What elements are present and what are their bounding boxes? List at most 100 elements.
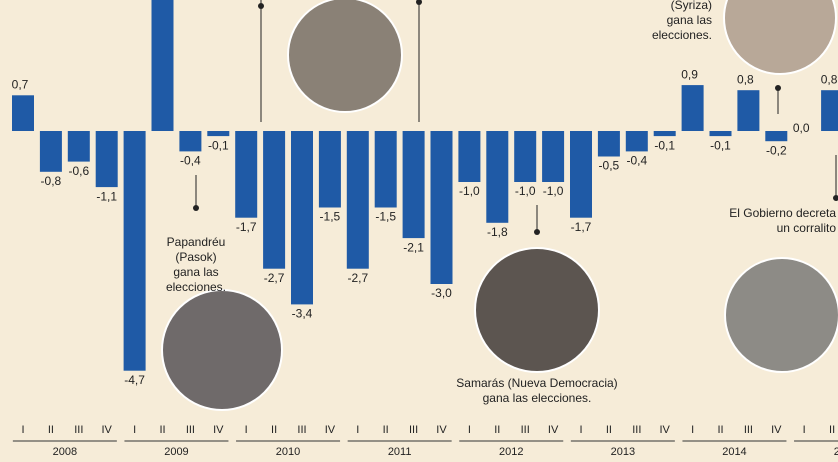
x-tick-label: I bbox=[691, 424, 694, 436]
x-tick-label: IV bbox=[771, 424, 782, 436]
annotation: gana las bbox=[667, 13, 712, 27]
photo bbox=[288, 0, 402, 112]
bar bbox=[235, 131, 257, 218]
bar bbox=[737, 90, 759, 131]
year-label: 2008 bbox=[53, 446, 77, 458]
annotation: un corralito bbox=[777, 221, 837, 235]
bar bbox=[431, 131, 453, 284]
bar bbox=[710, 131, 732, 136]
annotation: Samarás (Nueva Democracia) bbox=[456, 376, 617, 390]
value-label: -0,5 bbox=[599, 159, 620, 173]
bar bbox=[68, 131, 90, 162]
bar bbox=[542, 131, 564, 182]
bar bbox=[319, 131, 341, 208]
x-tick-label: IV bbox=[325, 424, 336, 436]
bar bbox=[654, 131, 676, 136]
bar bbox=[570, 131, 592, 218]
value-label: 0,7 bbox=[12, 77, 29, 91]
value-label: -0,1 bbox=[710, 138, 731, 152]
value-label: -1,7 bbox=[236, 220, 257, 234]
bar bbox=[821, 90, 838, 131]
photo bbox=[475, 248, 599, 372]
bar bbox=[514, 131, 536, 182]
annotation: (Syriza) bbox=[671, 0, 712, 12]
x-tick-label: IV bbox=[101, 424, 112, 436]
x-tick-label: III bbox=[744, 424, 753, 436]
value-label: -0,1 bbox=[654, 138, 675, 152]
bar bbox=[598, 131, 620, 157]
value-label: -1,8 bbox=[487, 225, 508, 239]
photo bbox=[724, 0, 836, 74]
bar bbox=[263, 131, 285, 269]
x-tick-label: III bbox=[409, 424, 418, 436]
value-label: -0,2 bbox=[766, 143, 787, 157]
x-tick-label: II bbox=[271, 424, 277, 436]
year-label: 2014 bbox=[722, 446, 746, 458]
photo bbox=[162, 290, 282, 410]
photo bbox=[725, 258, 838, 372]
annotation: (Pasok) bbox=[175, 250, 216, 264]
value-label: -1,7 bbox=[571, 220, 592, 234]
bar bbox=[375, 131, 397, 208]
bar bbox=[179, 131, 201, 151]
value-label: -1,5 bbox=[375, 210, 396, 224]
annotation: El Gobierno decreta bbox=[729, 206, 836, 220]
bar bbox=[347, 131, 369, 269]
x-tick-label: III bbox=[74, 424, 83, 436]
value-label: -0,1 bbox=[208, 138, 229, 152]
value-label: -1,0 bbox=[459, 184, 480, 198]
value-label: -1,1 bbox=[96, 189, 117, 203]
x-tick-label: I bbox=[245, 424, 248, 436]
value-label: -2,1 bbox=[403, 240, 424, 254]
x-tick-label: III bbox=[186, 424, 195, 436]
annotation: Papandréu bbox=[167, 235, 226, 249]
bar bbox=[486, 131, 508, 223]
year-label: 2012 bbox=[499, 446, 523, 458]
bar bbox=[291, 131, 313, 304]
value-label: 0,0 bbox=[793, 121, 810, 135]
bar bbox=[124, 131, 146, 371]
value-label: -0,4 bbox=[626, 154, 647, 168]
x-tick-label: II bbox=[48, 424, 54, 436]
value-label: -1,5 bbox=[320, 210, 341, 224]
bar bbox=[40, 131, 62, 172]
x-tick-label: II bbox=[159, 424, 165, 436]
value-label: 0,8 bbox=[821, 72, 838, 86]
x-tick-label: II bbox=[717, 424, 723, 436]
x-tick-label: IV bbox=[659, 424, 670, 436]
x-tick-label: II bbox=[494, 424, 500, 436]
bar bbox=[765, 131, 787, 141]
x-tick-label: IV bbox=[436, 424, 447, 436]
value-label: -0,6 bbox=[68, 164, 89, 178]
x-tick-label: III bbox=[521, 424, 530, 436]
year-label: 2009 bbox=[164, 446, 188, 458]
x-tick-label: I bbox=[579, 424, 582, 436]
value-label: -0,8 bbox=[41, 174, 62, 188]
annotation: gana las elecciones. bbox=[483, 391, 592, 405]
bar bbox=[96, 131, 118, 187]
x-tick-label: IV bbox=[548, 424, 559, 436]
bar bbox=[207, 131, 229, 136]
year-label: 2010 bbox=[276, 446, 300, 458]
bar bbox=[682, 85, 704, 131]
x-tick-label: I bbox=[803, 424, 806, 436]
bar bbox=[152, 0, 174, 131]
bar bbox=[12, 95, 34, 131]
x-tick-label: II bbox=[829, 424, 835, 436]
annotation: elecciones. bbox=[166, 280, 226, 294]
x-tick-label: I bbox=[133, 424, 136, 436]
x-tick-label: II bbox=[606, 424, 612, 436]
value-label: 0,9 bbox=[681, 67, 698, 81]
value-label: -2,7 bbox=[264, 271, 285, 285]
x-tick-label: I bbox=[468, 424, 471, 436]
value-label: -2,7 bbox=[347, 271, 368, 285]
value-label: -4,7 bbox=[124, 373, 145, 387]
bar bbox=[458, 131, 480, 182]
chart: 0,7I-0,8II-0,6III-1,1IV-4,7III-0,4III-0,… bbox=[0, 0, 838, 462]
x-tick-label: IV bbox=[213, 424, 224, 436]
value-label: -1,0 bbox=[543, 184, 564, 198]
year-label: 2015 bbox=[834, 446, 838, 458]
value-label: -0,4 bbox=[180, 154, 201, 168]
x-tick-label: III bbox=[632, 424, 641, 436]
bar bbox=[403, 131, 425, 238]
